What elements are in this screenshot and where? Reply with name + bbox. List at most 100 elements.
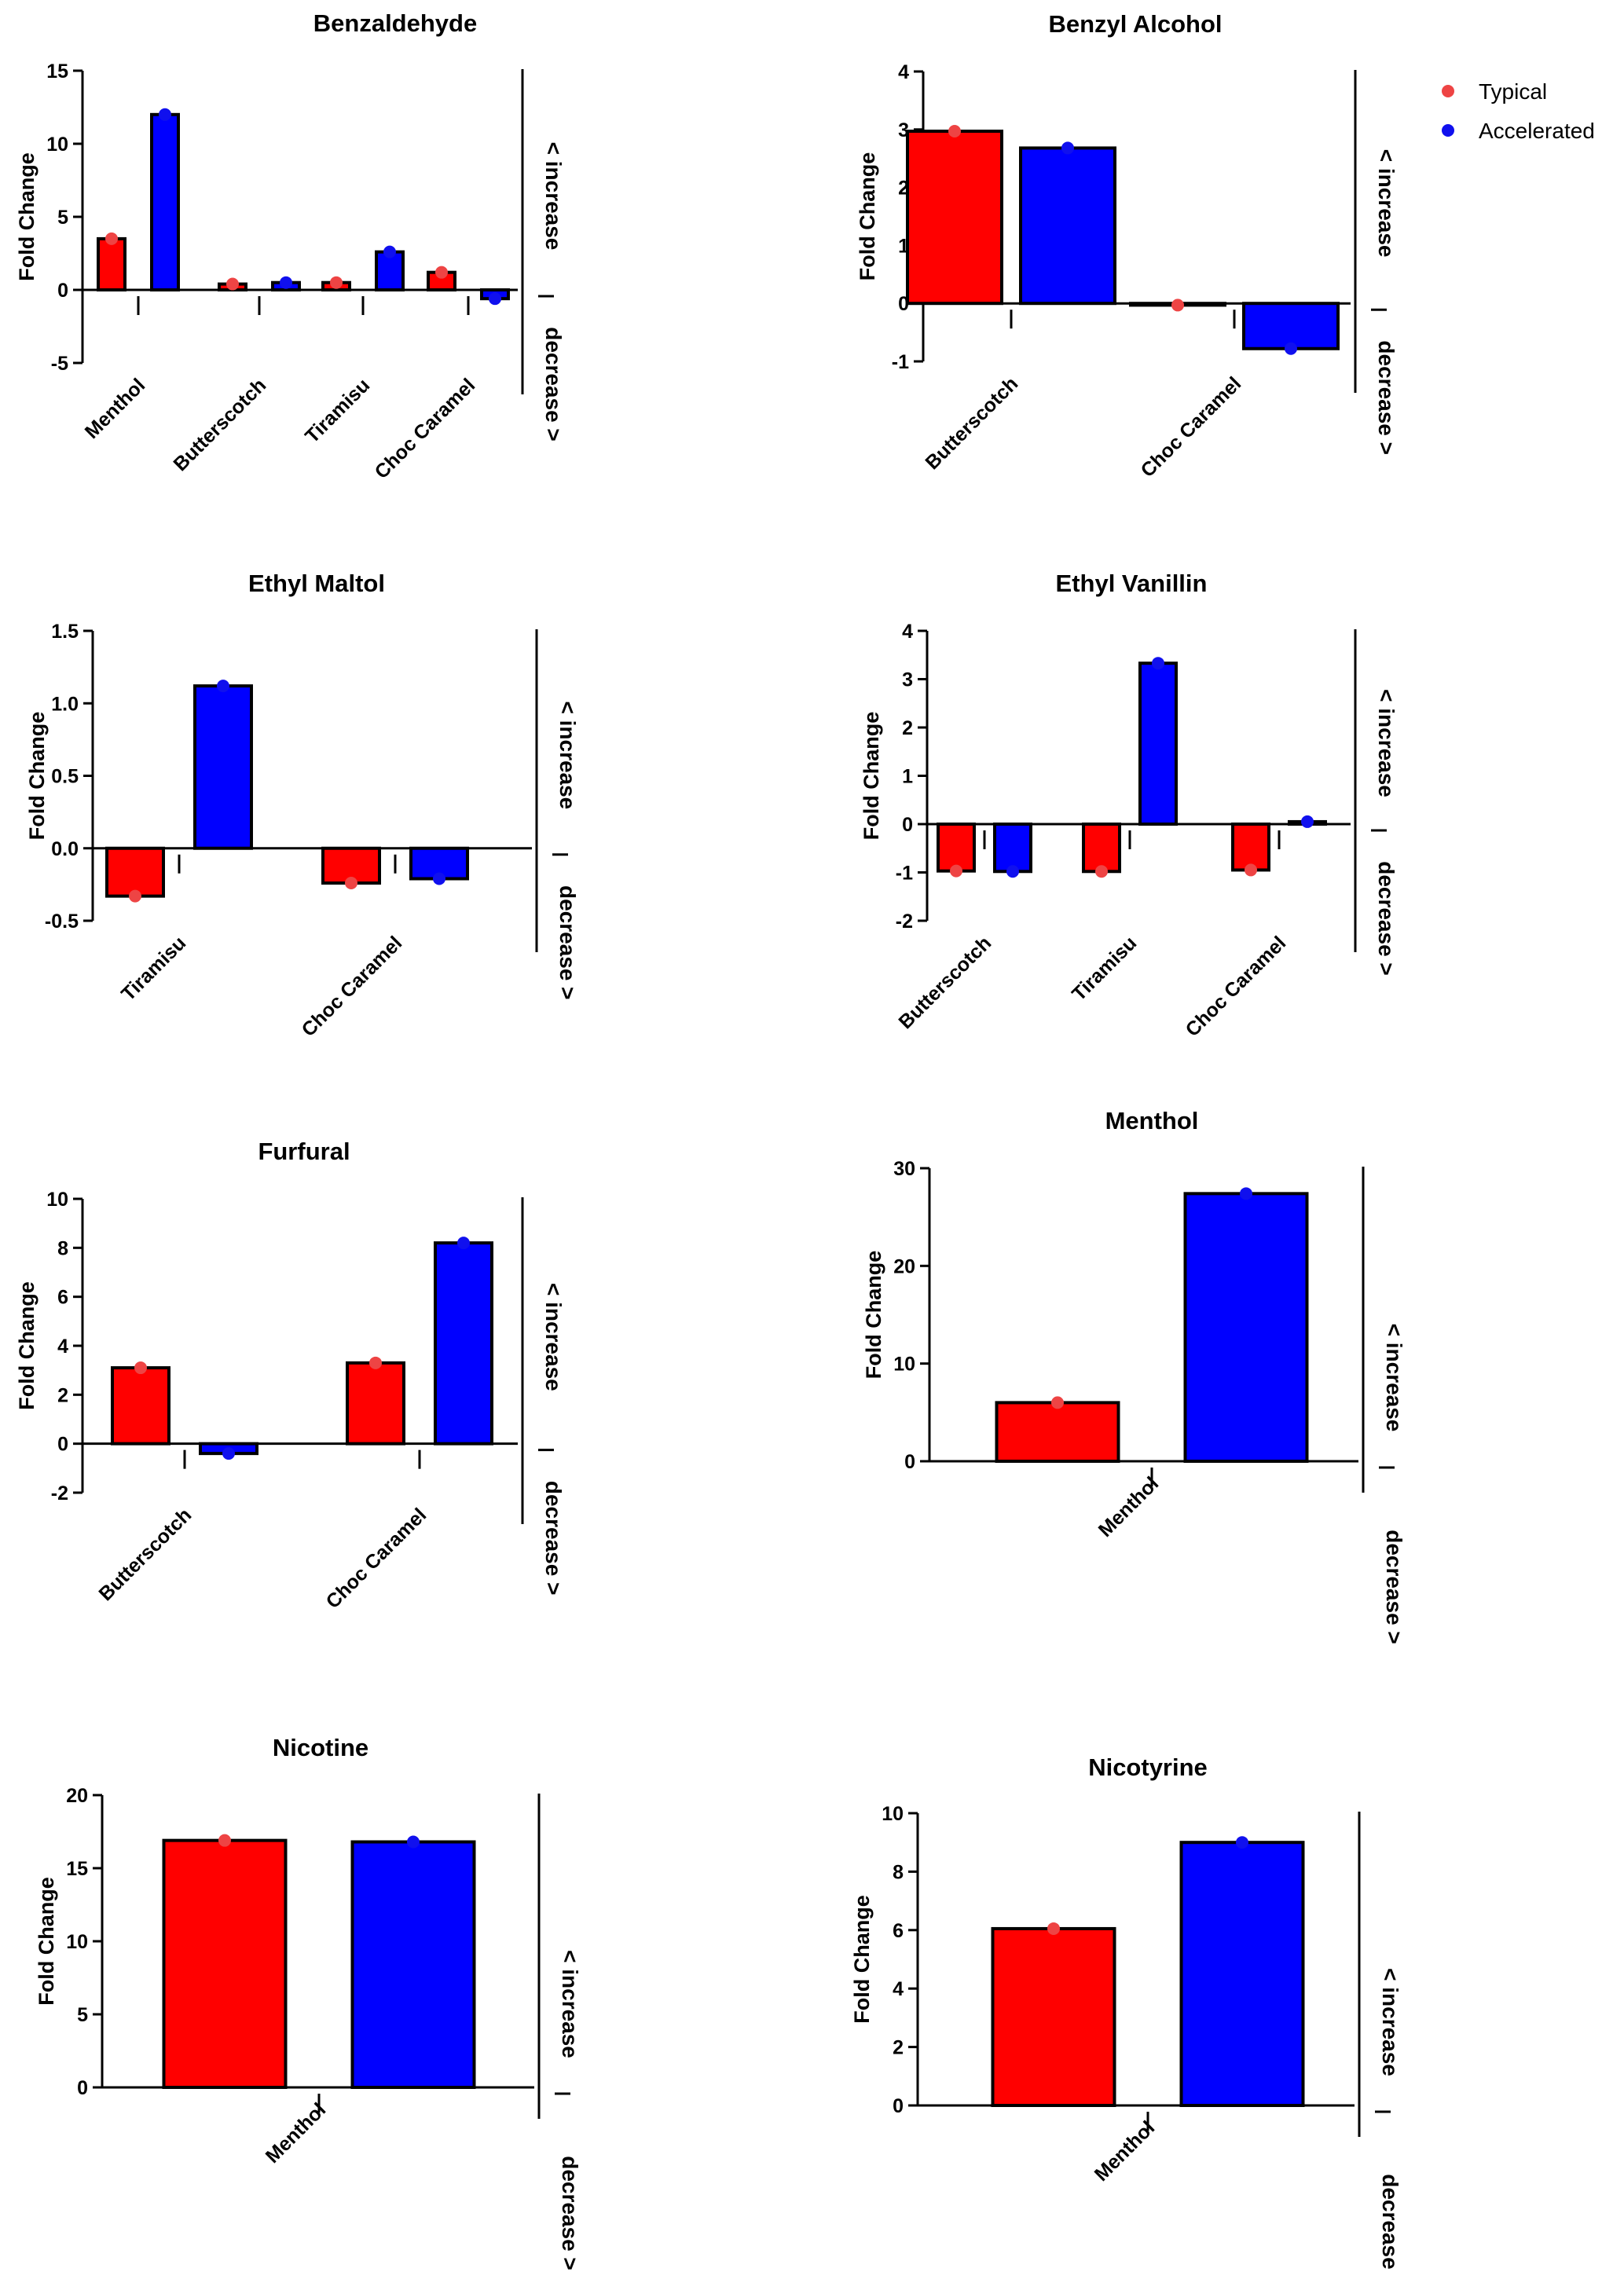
legend-label-accelerated: Accelerated [1479,119,1595,143]
category-label: Choc Caramel [1182,932,1291,1041]
y-tick-label: 0 [904,1451,915,1473]
y-tick-label: 0 [77,2077,88,2099]
y-axis-label: Fold Change [25,712,49,841]
point-accelerated [1285,342,1297,355]
y-tick-label: 8 [893,1861,904,1883]
y-tick-label: -1 [892,351,909,373]
point-accelerated [457,1237,470,1250]
side-label-increase: < increase [1374,149,1399,258]
bar-typical [162,1838,288,2089]
y-tick-label: 2 [57,1384,68,1406]
bar-accelerated [375,250,405,292]
y-tick-label: 6 [893,1920,904,1942]
y-axis-label: Fold Change [15,152,38,281]
y-tick-label: 8 [57,1237,68,1259]
category-label: Choc Caramel [371,374,480,483]
point-accelerated [1301,815,1314,828]
point-typical [1171,299,1184,312]
chart-title: Benzaldehyde [313,9,477,37]
y-tick-label: 4 [893,1978,904,2000]
y-tick-label: 4 [902,621,913,643]
bar-accelerated [350,1840,476,2090]
legend: Typical Accelerated [1442,79,1595,143]
side-label-increase: < increase [1378,1968,1402,2076]
side-label-decrease: decrease > [1378,2174,1402,2272]
y-axis-label: Fold Change [35,1877,58,2006]
category-label: Choc Caramel [298,932,407,1041]
category-label: Tiramisu [1068,932,1141,1005]
point-typical [950,864,962,878]
chart-panel-8: Nicotyrine 0 2 4 6 8 10 Fold Change Menthol < inc… [850,1753,1402,2272]
bar-typical [906,130,1003,306]
y-tick-label: 10 [46,134,68,156]
point-typical [134,1361,147,1375]
bar-accelerated [1019,146,1116,306]
side-label-decrease: decrease > [541,327,566,442]
point-accelerated [222,1447,235,1460]
point-typical [129,889,141,903]
y-tick-label: 0 [902,814,913,836]
category-label: Choc Caramel [1137,372,1246,482]
point-accelerated [159,108,171,121]
category-label: Butterscotch [94,1504,196,1605]
y-tick-label: 1.0 [51,693,79,715]
y-tick-label: 5 [57,207,68,229]
point-typical [369,1356,382,1369]
point-typical [1051,1396,1064,1409]
chart-panel-3: Ethyl Maltol -0.5 0.0 0.5 1.0 1.5 Fold Change T… [25,570,580,1041]
category-label: Menthol [1091,2116,1160,2186]
category-label: Butterscotch [169,374,270,475]
chart-title: Ethyl Vanillin [1056,570,1208,597]
y-tick-label: 0 [57,280,68,302]
bar-accelerated [150,112,180,291]
y-tick-label: -1 [896,863,913,885]
chart-panel-5: Furfural -2 0 2 4 6 8 10 Fold Change Butterscotch… [15,1138,566,1613]
y-tick-label: 20 [893,1255,915,1277]
chart-panel-6: Menthol 0 10 20 30 Fold Change Menthol < increa… [862,1107,1406,1644]
side-label-decrease: decrease > [1382,1530,1406,1644]
bar-typical [346,1361,405,1446]
side-label-decrease: decrease > [555,885,580,1000]
bar-accelerated [1138,661,1178,826]
point-accelerated [217,680,229,693]
y-axis-label: Fold Change [862,1251,885,1380]
side-label-decrease: decrease > [1374,340,1399,455]
category-label: Menthol [1094,1472,1164,1541]
category-label: Menthol [262,2098,331,2168]
point-accelerated [489,292,501,306]
point-typical [105,232,118,245]
y-axis-label: Fold Change [860,712,883,841]
y-axis-label: Fold Change [850,1895,874,2024]
point-accelerated [1240,1187,1252,1200]
y-tick-label: 3 [902,669,913,691]
point-typical [345,877,357,890]
y-axis-label: Fold Change [15,1281,38,1410]
chart-panel-4: Ethyl Vanillin -2 -1 0 1 2 3 4 Fold Change Butter… [860,570,1399,1041]
category-label: Butterscotch [894,932,995,1033]
y-tick-label: 0 [57,1434,68,1456]
chart-panel-1: Benzaldehyde -5 0 5 10 15 Fold Change Menthol Bu… [15,9,566,483]
side-label-increase: < increase [1382,1324,1406,1432]
y-tick-label: 10 [893,1354,915,1376]
legend-label-typical: Typical [1479,79,1547,104]
y-tick-label: 1.5 [51,621,79,643]
y-tick-label: 0 [893,2095,904,2117]
chart-title: Nicotine [273,1734,368,1761]
point-accelerated [1152,657,1164,670]
point-accelerated [407,1835,420,1849]
y-tick-label: 15 [66,1858,88,1880]
bar-typical [991,1926,1116,2107]
category-label: Butterscotch [921,372,1022,474]
y-tick-label: 10 [882,1803,904,1825]
side-label-decrease: decrease > [558,2156,582,2270]
chart-panel-7: Nicotine 0 5 10 15 20 Fold Change Menthol < incr… [35,1734,582,2270]
y-tick-label: -2 [896,911,913,933]
category-label: Tiramisu [117,932,190,1005]
y-tick-label: 2 [893,2037,904,2059]
chart-title: Benzyl Alcohol [1048,10,1222,38]
bar-accelerated [193,684,253,850]
bar-typical [105,846,165,898]
legend-dot-typical [1442,85,1454,97]
bar-typical [97,236,126,291]
